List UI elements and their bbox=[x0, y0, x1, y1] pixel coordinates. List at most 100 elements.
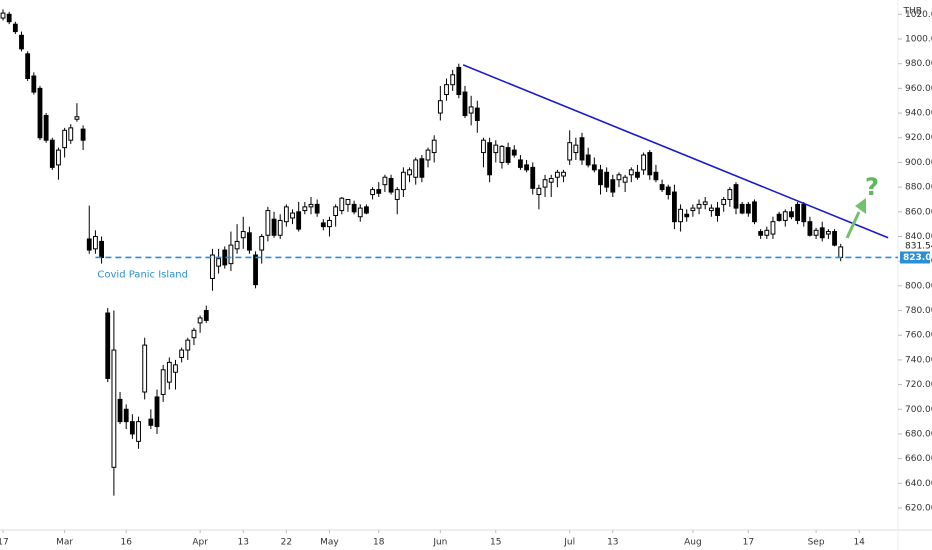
x-tick-label: 16 bbox=[120, 538, 132, 548]
candle-body bbox=[425, 149, 431, 161]
support-label: 823.00 bbox=[903, 253, 932, 263]
candle-body bbox=[579, 137, 585, 161]
candle-body bbox=[283, 206, 289, 223]
candle-body bbox=[807, 221, 813, 236]
x-tick-label: Aug bbox=[684, 538, 702, 548]
candle-body bbox=[702, 201, 708, 205]
candle-body bbox=[511, 149, 517, 156]
candle-body bbox=[0, 12, 6, 19]
x-tick-label: 17 bbox=[0, 538, 9, 548]
candle-body bbox=[585, 154, 591, 166]
x-tick-label: 15 bbox=[490, 538, 501, 548]
candle-body bbox=[93, 235, 98, 250]
candle-body bbox=[86, 238, 92, 251]
candle-body bbox=[333, 206, 339, 217]
candle-body bbox=[591, 164, 597, 171]
candle-body bbox=[505, 147, 511, 163]
candle-body bbox=[136, 421, 141, 442]
candle-body bbox=[487, 142, 493, 176]
candle-body bbox=[598, 169, 603, 186]
candle-body bbox=[357, 207, 363, 218]
candle-body bbox=[462, 91, 468, 117]
candle-body bbox=[437, 100, 443, 114]
candle-body bbox=[19, 34, 24, 50]
y-tick-label: 880.00 bbox=[905, 183, 932, 193]
candle-body bbox=[407, 169, 412, 176]
candle-body bbox=[142, 344, 148, 393]
candle-body bbox=[246, 232, 252, 251]
candle-body bbox=[647, 152, 653, 176]
candle-body bbox=[31, 75, 37, 93]
x-tick-label: Apr bbox=[192, 538, 208, 548]
y-tick-label: 1020.00 bbox=[905, 10, 932, 20]
candle-body bbox=[259, 235, 265, 251]
candle-body bbox=[123, 408, 129, 423]
candle-body bbox=[117, 398, 123, 423]
x-tick-label: Jun bbox=[432, 538, 447, 548]
support-annotation: Covid Panic Island bbox=[97, 269, 188, 280]
candle-body bbox=[185, 339, 191, 351]
currency: THB bbox=[903, 7, 922, 17]
candle-body bbox=[659, 184, 665, 191]
y-tick-label: 640.00 bbox=[905, 479, 932, 489]
candle-body bbox=[825, 231, 831, 235]
arrow-shaft bbox=[845, 211, 861, 239]
arrow-head bbox=[855, 198, 866, 214]
candle-body bbox=[542, 179, 548, 188]
y-tick-label: 840.00 bbox=[905, 232, 932, 242]
candle-body bbox=[228, 244, 234, 265]
candle-body bbox=[616, 174, 622, 181]
candle-body bbox=[240, 231, 246, 239]
y-tick-label: 680.00 bbox=[905, 429, 932, 439]
candle-body bbox=[671, 191, 677, 223]
candle-body bbox=[653, 171, 659, 181]
candle-body bbox=[364, 206, 369, 214]
candle-body bbox=[253, 254, 258, 286]
candle-body bbox=[733, 184, 739, 209]
candle-body bbox=[610, 179, 616, 193]
candle-body bbox=[49, 139, 55, 168]
candle-body bbox=[25, 53, 31, 80]
candle-body bbox=[111, 349, 117, 468]
x-tick-label: May bbox=[320, 538, 339, 548]
x-tick-label: 17 bbox=[743, 538, 754, 548]
y-tick-label: 700.00 bbox=[905, 405, 932, 415]
candle-body bbox=[604, 171, 610, 188]
candle-body bbox=[795, 203, 801, 221]
candle-body bbox=[99, 240, 104, 258]
candle-body bbox=[56, 149, 61, 166]
candle-body bbox=[376, 189, 382, 194]
candle-body bbox=[129, 421, 135, 435]
candle-body bbox=[388, 177, 394, 193]
candle-body bbox=[468, 106, 474, 114]
candle-body bbox=[277, 219, 283, 236]
candle-body bbox=[290, 212, 295, 219]
candle-body bbox=[554, 171, 560, 178]
candle-body bbox=[105, 312, 111, 379]
candle-body bbox=[715, 207, 720, 217]
candle-body bbox=[776, 213, 782, 221]
candle-body bbox=[813, 229, 819, 236]
candle-body bbox=[413, 159, 419, 178]
candle-body bbox=[678, 208, 683, 223]
candle-body bbox=[12, 23, 18, 33]
y-tick-label: 740.00 bbox=[905, 355, 932, 365]
candle-body bbox=[739, 203, 745, 214]
x-tick-label: 13 bbox=[238, 538, 249, 548]
candle-body bbox=[382, 176, 388, 186]
x-tick-label: 18 bbox=[373, 538, 385, 548]
candle-body bbox=[173, 364, 178, 373]
candle-body bbox=[832, 231, 837, 246]
y-tick-label: 760.00 bbox=[905, 331, 932, 341]
candle-body bbox=[456, 66, 462, 96]
y-tick-label: 620.00 bbox=[905, 504, 932, 514]
candle-body bbox=[203, 310, 209, 321]
candle-body bbox=[431, 139, 437, 154]
y-tick-label: 940.00 bbox=[905, 109, 932, 119]
candle-body bbox=[838, 246, 844, 258]
y-tick-label: 900.00 bbox=[905, 158, 932, 168]
candle-body bbox=[518, 159, 523, 168]
candle-body bbox=[474, 107, 480, 121]
candle-body bbox=[148, 418, 154, 426]
